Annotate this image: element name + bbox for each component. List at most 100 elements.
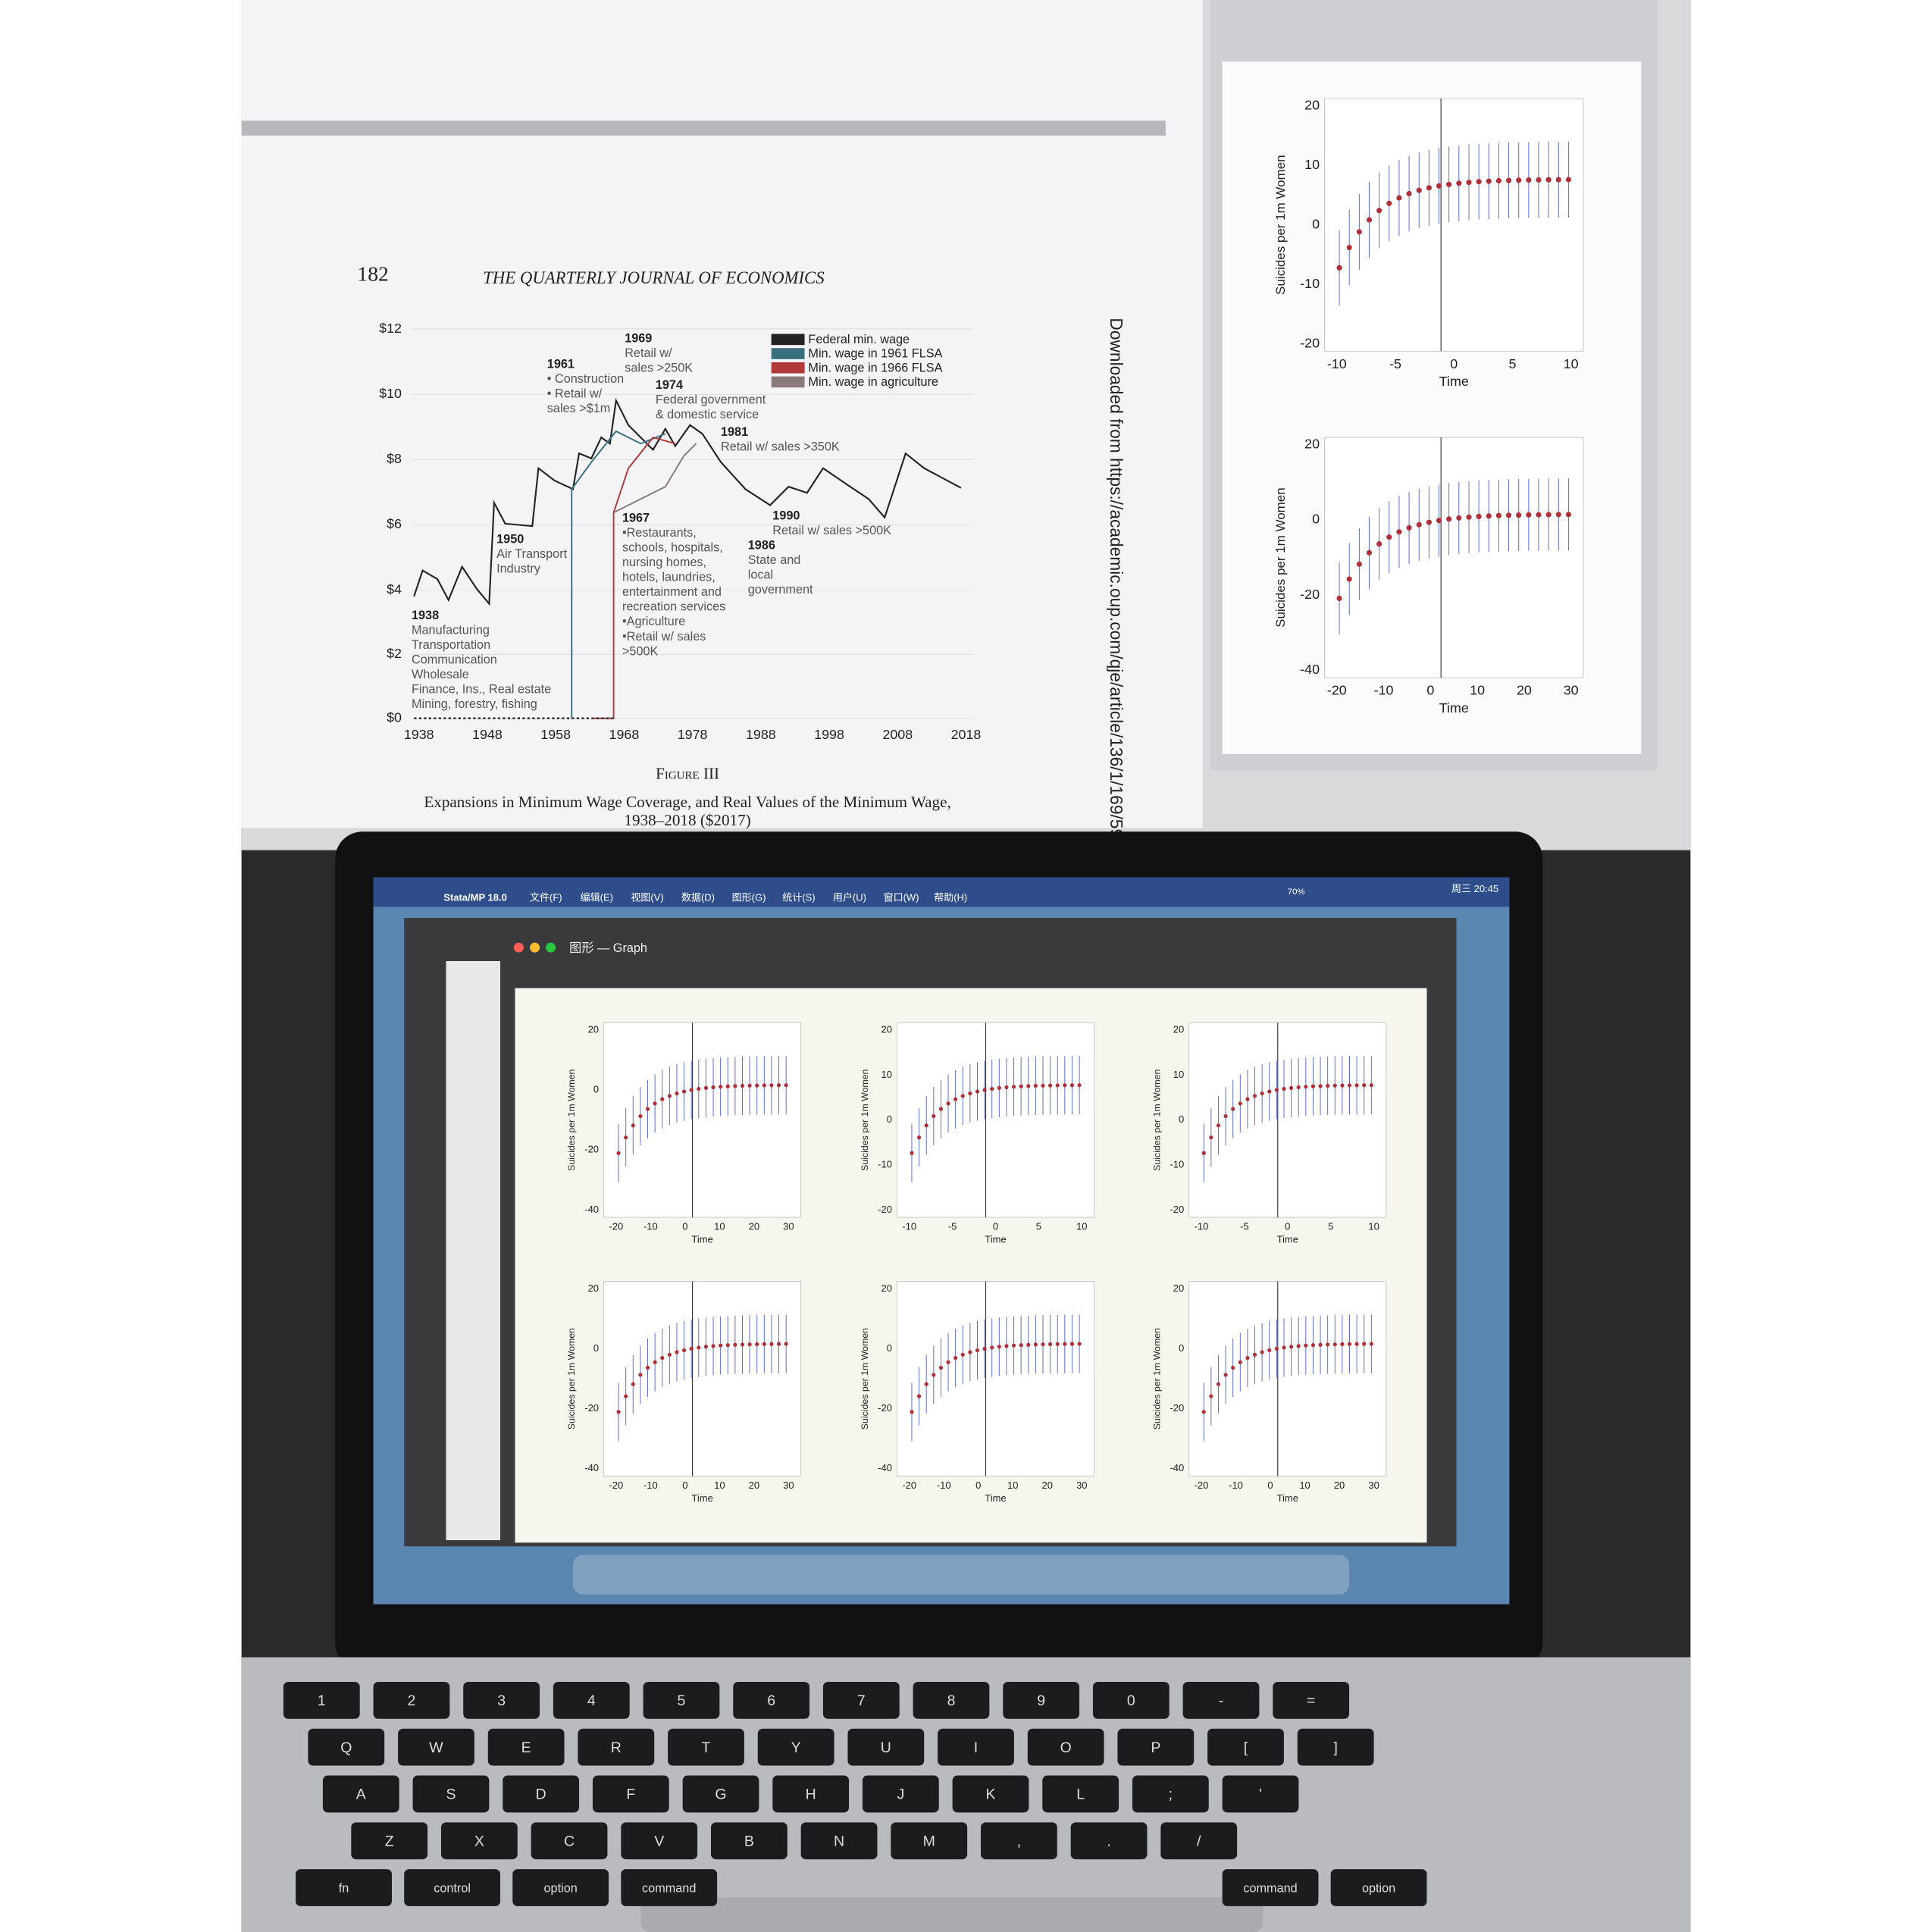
key[interactable] bbox=[440, 1822, 518, 1860]
key[interactable] bbox=[1092, 1681, 1170, 1719]
y-tick-label: -20 bbox=[584, 1402, 599, 1414]
key[interactable] bbox=[463, 1681, 540, 1719]
menu-item[interactable]: 统计(S) bbox=[782, 892, 815, 903]
legend-label: Min. wage in agriculture bbox=[808, 375, 938, 389]
key[interactable] bbox=[1132, 1775, 1209, 1813]
point bbox=[755, 1342, 759, 1347]
point bbox=[1366, 550, 1373, 556]
key[interactable] bbox=[621, 1869, 718, 1906]
menu-item[interactable]: 视图(V) bbox=[631, 892, 663, 903]
key[interactable] bbox=[404, 1869, 501, 1906]
key[interactable] bbox=[981, 1822, 1057, 1860]
point bbox=[675, 1091, 679, 1096]
key[interactable] bbox=[531, 1822, 608, 1860]
minimize-button[interactable] bbox=[530, 942, 540, 953]
annotation: Manufacturing bbox=[412, 624, 490, 637]
key[interactable] bbox=[938, 1728, 1014, 1766]
y-axis-title: Suicides per 1m Women bbox=[1151, 1069, 1162, 1170]
key[interactable] bbox=[1117, 1728, 1195, 1766]
key[interactable] bbox=[822, 1681, 900, 1719]
y-tick-label: $8 bbox=[387, 451, 402, 466]
x-tick-label: -20 bbox=[609, 1480, 623, 1491]
zoom-button[interactable] bbox=[546, 942, 556, 953]
y-tick-label: 20 bbox=[881, 1282, 891, 1294]
menu-item[interactable]: 编辑(E) bbox=[581, 892, 613, 903]
key[interactable] bbox=[913, 1681, 990, 1719]
key[interactable] bbox=[668, 1728, 744, 1766]
key[interactable] bbox=[772, 1775, 850, 1813]
x-tick-label: -10 bbox=[937, 1480, 951, 1491]
point bbox=[1267, 1089, 1272, 1094]
key[interactable] bbox=[621, 1822, 698, 1860]
key[interactable] bbox=[847, 1728, 925, 1766]
menu-bar bbox=[373, 877, 1510, 907]
point bbox=[747, 1083, 752, 1088]
y-tick-label: -20 bbox=[1170, 1204, 1184, 1215]
key[interactable] bbox=[710, 1822, 788, 1860]
annotation: 1950 bbox=[496, 532, 524, 546]
key[interactable] bbox=[373, 1681, 450, 1719]
key[interactable] bbox=[891, 1822, 968, 1860]
key-label: 9 bbox=[1037, 1692, 1045, 1709]
plot-area bbox=[1188, 1281, 1387, 1476]
key[interactable] bbox=[800, 1822, 878, 1860]
close-button[interactable] bbox=[513, 942, 524, 953]
key[interactable] bbox=[1027, 1728, 1104, 1766]
key[interactable] bbox=[1297, 1728, 1374, 1766]
key[interactable] bbox=[862, 1775, 939, 1813]
key[interactable] bbox=[1182, 1681, 1260, 1719]
x-tick-label: -20 bbox=[1195, 1480, 1209, 1491]
key[interactable] bbox=[351, 1822, 428, 1860]
key[interactable] bbox=[487, 1728, 565, 1766]
key[interactable] bbox=[296, 1869, 392, 1906]
key[interactable] bbox=[592, 1775, 669, 1813]
key[interactable] bbox=[1273, 1681, 1350, 1719]
point bbox=[916, 1394, 922, 1398]
key[interactable] bbox=[1222, 1869, 1319, 1906]
key[interactable] bbox=[1160, 1822, 1238, 1860]
point bbox=[1289, 1085, 1294, 1091]
point bbox=[653, 1360, 657, 1364]
point bbox=[1296, 1344, 1301, 1348]
key-label: = bbox=[1307, 1692, 1315, 1709]
y-tick-label: $2 bbox=[387, 646, 402, 661]
menu-item[interactable]: 窗口(W) bbox=[884, 892, 919, 903]
key[interactable] bbox=[1003, 1681, 1080, 1719]
menu-item[interactable]: 帮助(H) bbox=[934, 892, 967, 903]
key[interactable] bbox=[1222, 1775, 1299, 1813]
menu-item[interactable]: 用户(U) bbox=[833, 892, 866, 903]
key[interactable] bbox=[308, 1728, 385, 1766]
x-tick-label: 30 bbox=[783, 1480, 794, 1491]
key[interactable] bbox=[1207, 1728, 1284, 1766]
point bbox=[1386, 534, 1392, 540]
key[interactable] bbox=[643, 1681, 720, 1719]
key[interactable] bbox=[1070, 1822, 1148, 1860]
menu-item[interactable]: 数据(D) bbox=[681, 892, 715, 903]
key[interactable] bbox=[1042, 1775, 1119, 1813]
key[interactable] bbox=[512, 1869, 609, 1906]
key[interactable] bbox=[682, 1775, 759, 1813]
y-tick-label: -20 bbox=[1170, 1402, 1184, 1414]
point bbox=[624, 1394, 628, 1398]
key[interactable] bbox=[398, 1728, 474, 1766]
menu-item[interactable]: 文件(F) bbox=[530, 892, 562, 903]
key-label: . bbox=[1107, 1833, 1110, 1849]
annotation: 1938 bbox=[412, 609, 439, 622]
point bbox=[1063, 1342, 1067, 1346]
key[interactable] bbox=[322, 1775, 399, 1813]
key[interactable] bbox=[283, 1681, 360, 1719]
key[interactable] bbox=[1330, 1869, 1427, 1906]
journal-page bbox=[241, 0, 1203, 828]
point bbox=[1318, 1342, 1323, 1347]
key[interactable] bbox=[952, 1775, 1029, 1813]
y-tick-label: 20 bbox=[588, 1282, 599, 1294]
key[interactable] bbox=[503, 1775, 580, 1813]
key[interactable] bbox=[757, 1728, 834, 1766]
key[interactable] bbox=[412, 1775, 490, 1813]
point bbox=[1223, 1373, 1228, 1377]
menu-item[interactable]: 图形(G) bbox=[732, 892, 766, 903]
key[interactable] bbox=[733, 1681, 810, 1719]
key[interactable] bbox=[578, 1728, 655, 1766]
y-tick-label: -20 bbox=[878, 1402, 892, 1414]
key[interactable] bbox=[553, 1681, 630, 1719]
